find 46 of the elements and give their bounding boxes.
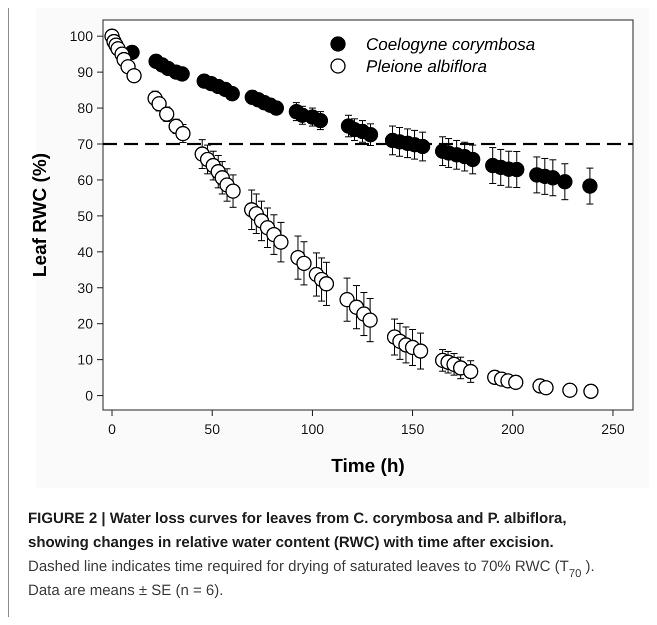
point [557, 174, 573, 190]
y-tick-label: 30 [77, 280, 94, 296]
y-tick-label: 90 [77, 64, 94, 80]
point [225, 183, 241, 199]
point [463, 364, 478, 380]
x-tick-label: 200 [501, 421, 525, 437]
text: Dashed line indicates time required for drying of saturated leaves to 70% RWC (T$_{70}$). Data are means ± SE (n = 6). [28, 558, 595, 599]
point [151, 96, 167, 112]
point [268, 100, 284, 116]
x-tick-label: 50 [204, 421, 220, 437]
point [582, 178, 598, 194]
y-tick-label: 80 [77, 100, 94, 116]
point [318, 276, 334, 292]
y-tick-label: 70 [77, 136, 94, 152]
x-axis-title: Time (h) [331, 456, 405, 477]
point [412, 343, 428, 359]
y-tick-label: 0 [85, 388, 94, 404]
point [508, 374, 524, 390]
x-tick-label: 150 [400, 421, 424, 437]
point [296, 256, 312, 271]
y-tick-label: 40 [77, 244, 94, 260]
x-tick-label: 0 [108, 421, 116, 437]
y-tick-label: 10 [77, 352, 94, 368]
point [175, 126, 191, 142]
y-axis-title: Leaf RWC (%) [30, 152, 51, 278]
point [362, 127, 378, 142]
point [312, 112, 328, 128]
point [339, 292, 355, 308]
y-tick-label: 50 [77, 208, 94, 224]
x-tick-label: 100 [300, 421, 324, 437]
point [562, 382, 578, 398]
point [362, 312, 378, 328]
x-tick-label: 250 [601, 421, 625, 437]
point [159, 106, 174, 122]
y-tick-label: 20 [77, 316, 94, 332]
point [126, 68, 142, 84]
y-tick-label: 100 [70, 28, 94, 44]
caption: FIGURE 2 | Water loss curves for leaves from C. corymbosa and P. albiflora, showing changes in relative water content (RWC) with time after excision. [28, 510, 567, 551]
point [583, 384, 599, 399]
point [538, 380, 554, 396]
y-tick-label: 60 [77, 172, 94, 188]
point [224, 86, 240, 102]
legend-label: Coelogyne corymbosa [366, 35, 536, 54]
legend-label: Pleione albiflora [366, 57, 487, 76]
point [465, 152, 480, 168]
point [273, 234, 289, 250]
